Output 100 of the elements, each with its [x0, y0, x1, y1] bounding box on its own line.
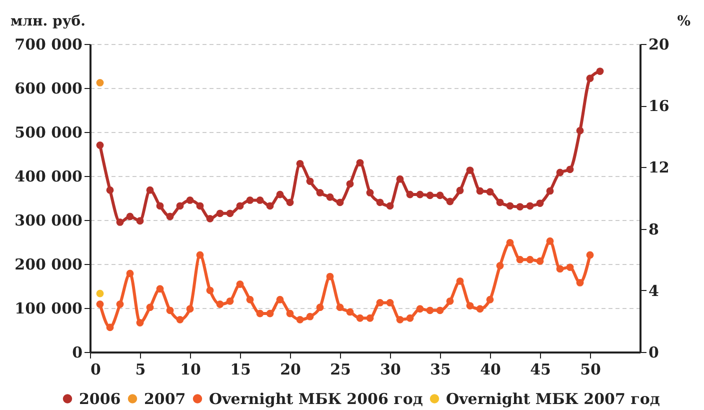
point: [126, 212, 134, 220]
point: [516, 203, 524, 210]
point: [566, 166, 574, 174]
point: [336, 304, 344, 312]
point: [496, 198, 504, 206]
point: [196, 251, 204, 259]
x-tick-label: 50: [580, 360, 601, 378]
point: [546, 187, 554, 195]
point: [276, 296, 284, 304]
point: [286, 310, 294, 318]
point: [266, 202, 274, 210]
point: [206, 286, 214, 294]
point: [426, 306, 434, 314]
point: [526, 202, 534, 210]
point: [546, 237, 554, 245]
point: [126, 270, 134, 278]
y-tick-label: 500 000: [14, 124, 82, 142]
point: [436, 306, 444, 314]
point: [176, 316, 184, 324]
point: [216, 210, 224, 218]
point: [406, 190, 414, 198]
point: [246, 196, 254, 204]
y-tick-label: 400 000: [14, 168, 82, 186]
y-tick-label: 300 000: [14, 212, 82, 230]
x-tick-label: 35: [430, 360, 451, 378]
x-tick-label: 5: [135, 360, 146, 378]
point: [466, 166, 474, 174]
point: [466, 302, 474, 310]
point: [496, 262, 504, 270]
point: [286, 198, 294, 206]
point: [236, 202, 244, 210]
point: [136, 217, 144, 225]
point: [316, 189, 324, 196]
point: [536, 200, 544, 207]
x-tick-label: 45: [530, 360, 551, 378]
y2-axis-title: %: [677, 14, 690, 30]
point: [266, 310, 274, 318]
point: [226, 297, 234, 305]
y2-tick-label: 4: [648, 282, 659, 300]
point: [426, 192, 434, 200]
point: [206, 214, 214, 222]
point: [96, 290, 104, 298]
point: [306, 178, 314, 185]
point: [506, 238, 514, 246]
point: [516, 256, 524, 264]
point: [186, 305, 194, 313]
point: [376, 198, 384, 206]
point: [586, 74, 594, 82]
point: [216, 300, 224, 308]
point: [96, 300, 104, 308]
point: [486, 296, 494, 304]
point: [296, 316, 304, 324]
point: [106, 324, 114, 332]
x-tick-label: 40: [480, 360, 501, 378]
x-tick-label: 0: [90, 360, 101, 378]
point: [246, 296, 254, 304]
x-tick-label: 20: [280, 360, 301, 378]
x-tick-label: 10: [180, 360, 201, 378]
y-tick-label: 0: [72, 344, 82, 362]
point: [116, 218, 124, 226]
x-tick-label: 15: [230, 360, 251, 378]
point: [236, 280, 244, 288]
point: [196, 202, 204, 210]
point: [276, 190, 284, 198]
point: [556, 168, 564, 176]
point: [446, 198, 454, 206]
y2-tick-label: 20: [648, 36, 670, 54]
point: [386, 202, 394, 210]
point: [576, 279, 584, 286]
point: [296, 160, 304, 168]
point: [376, 299, 384, 306]
point: [146, 186, 154, 194]
point: [166, 306, 174, 314]
point: [566, 264, 574, 271]
point: [346, 308, 354, 316]
point: [356, 314, 364, 322]
point: [416, 305, 424, 313]
y2-tick-label: 16: [648, 97, 670, 116]
point: [256, 196, 264, 204]
point: [356, 159, 364, 166]
point: [436, 192, 444, 200]
point: [366, 314, 374, 322]
point: [106, 186, 114, 194]
point: [576, 126, 584, 134]
y-tick-label: 700 000: [14, 36, 82, 54]
y-axis-title: млн. руб.: [10, 14, 86, 30]
point: [386, 299, 394, 306]
point: [116, 300, 124, 308]
point: [326, 272, 334, 280]
point: [396, 316, 404, 324]
point: [136, 319, 144, 326]
point: [256, 310, 264, 318]
point: [306, 312, 314, 320]
y2-tick-label: 0: [648, 344, 659, 362]
point: [146, 304, 154, 312]
point: [536, 257, 544, 265]
point: [336, 198, 344, 206]
point: [396, 175, 404, 183]
y2-tick-label: 8: [648, 220, 659, 238]
point: [446, 297, 454, 305]
